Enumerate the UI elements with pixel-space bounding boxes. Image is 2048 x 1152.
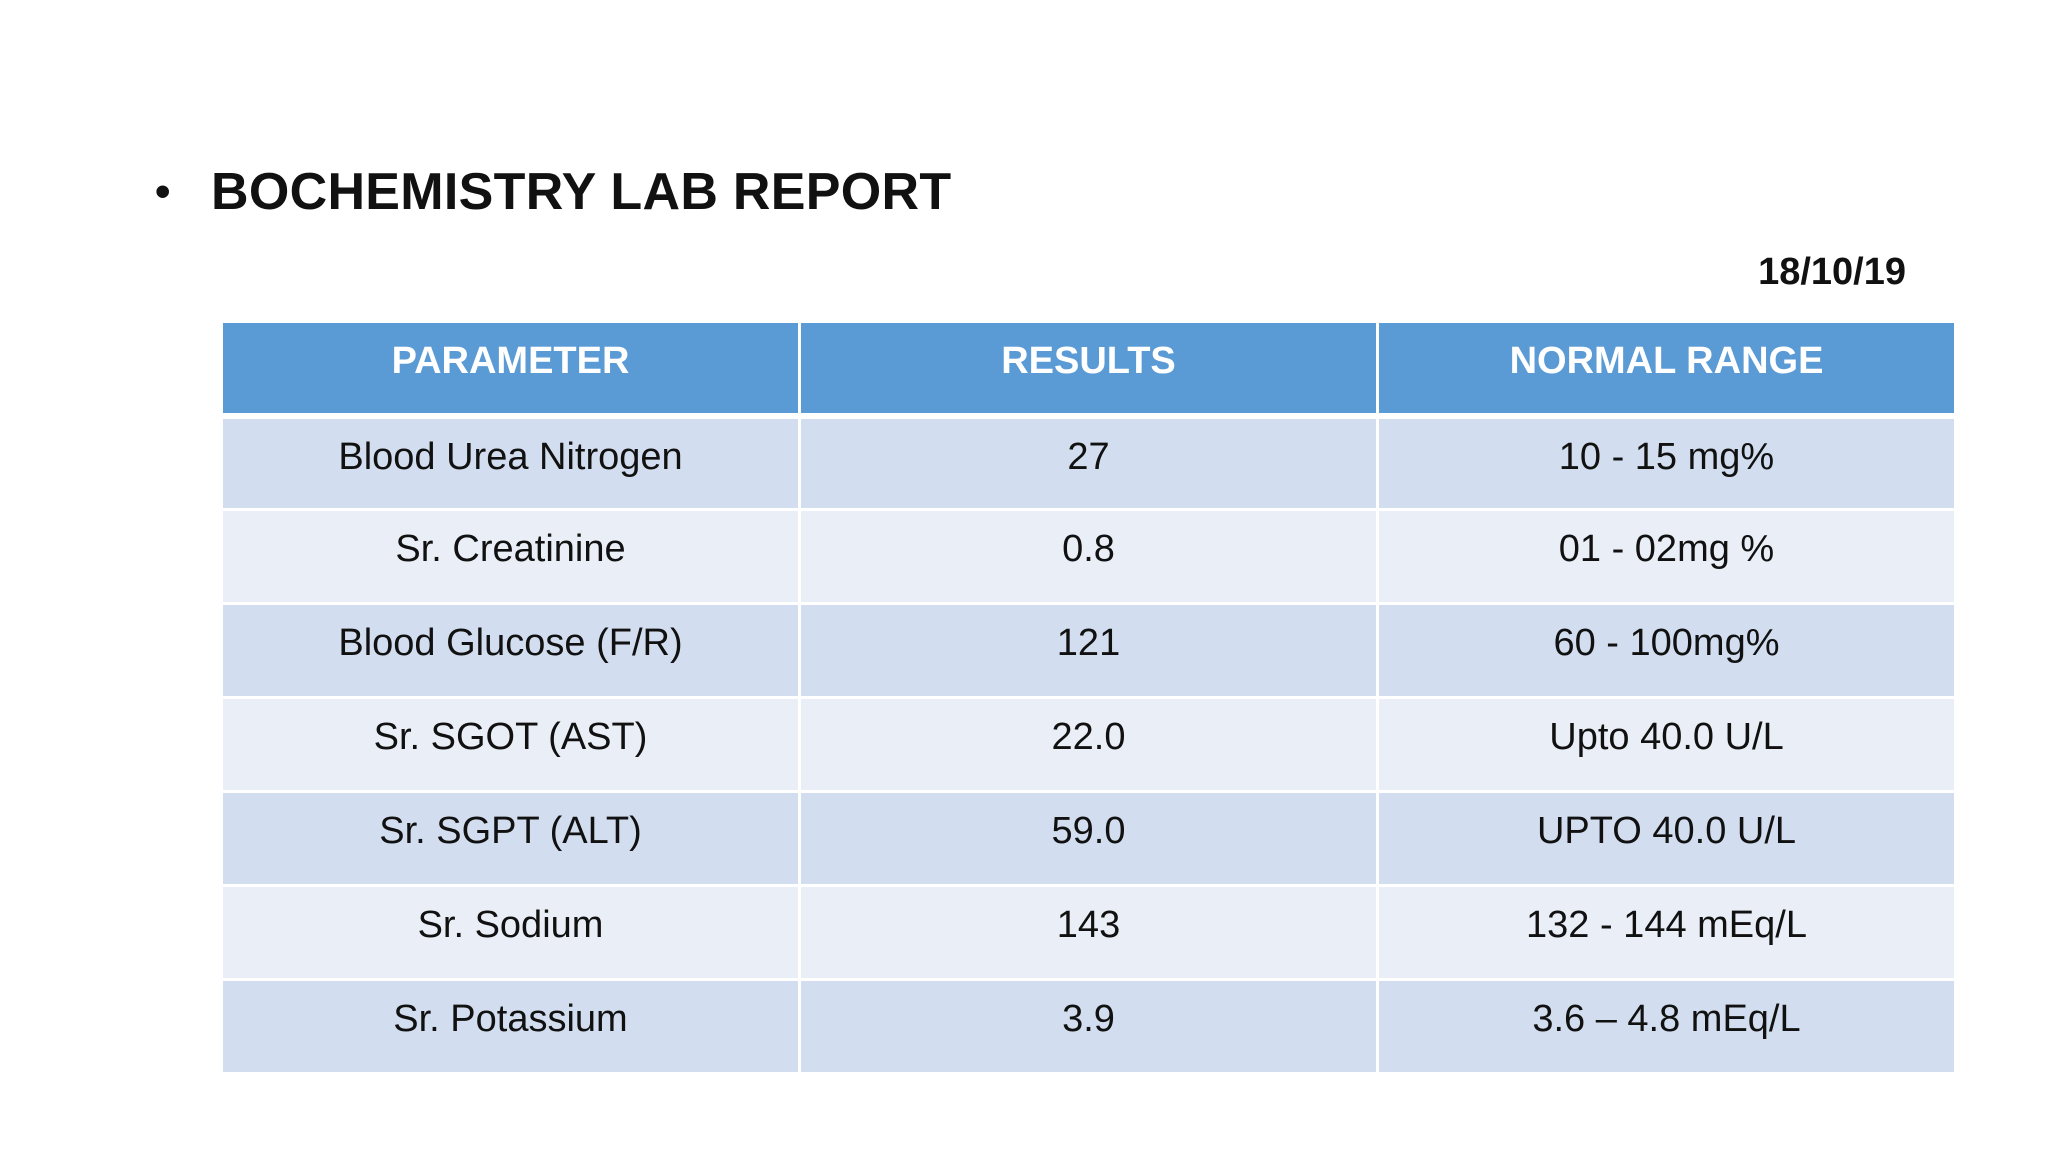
result-cell: 22.0 — [798, 696, 1379, 793]
result-cell: 0.8 — [798, 508, 1379, 605]
normal-range-cell: 60 - 100mg% — [1376, 602, 1957, 699]
parameter-cell: Sr. SGPT (ALT) — [220, 790, 801, 887]
title-row: • BOCHEMISTRY LAB REPORT — [155, 166, 951, 218]
result-cell: 3.9 — [798, 978, 1379, 1075]
normal-range-cell: 01 - 02mg % — [1376, 508, 1957, 605]
column-header-results: RESULTS — [798, 320, 1379, 419]
table-header: PARAMETER RESULTS NORMAL RANGE — [220, 320, 1957, 419]
parameter-cell: Sr. Creatinine — [220, 508, 801, 605]
parameter-cell: Blood Urea Nitrogen — [220, 414, 801, 511]
lab-results-table: PARAMETER RESULTS NORMAL RANGE Blood Ure… — [220, 320, 1957, 1075]
table-body: Blood Urea Nitrogen 27 10 - 15 mg% Sr. C… — [220, 414, 1957, 1075]
normal-range-cell: Upto 40.0 U/L — [1376, 696, 1957, 793]
table-row: Sr. SGOT (AST) 22.0 Upto 40.0 U/L — [220, 696, 1957, 793]
normal-range-cell: 132 - 144 mEq/L — [1376, 884, 1957, 981]
parameter-cell: Blood Glucose (F/R) — [220, 602, 801, 699]
parameter-cell: Sr. Sodium — [220, 884, 801, 981]
result-cell: 59.0 — [798, 790, 1379, 887]
table-row: Sr. Potassium 3.9 3.6 – 4.8 mEq/L — [220, 978, 1957, 1075]
result-cell: 27 — [798, 414, 1379, 511]
normal-range-cell: 10 - 15 mg% — [1376, 414, 1957, 511]
table-row: Sr. Sodium 143 132 - 144 mEq/L — [220, 884, 1957, 981]
table-row: Sr. SGPT (ALT) 59.0 UPTO 40.0 U/L — [220, 790, 1957, 887]
page-title: BOCHEMISTRY LAB REPORT — [211, 163, 952, 221]
normal-range-cell: UPTO 40.0 U/L — [1376, 790, 1957, 887]
header-row: PARAMETER RESULTS NORMAL RANGE — [220, 320, 1957, 419]
column-header-parameter: PARAMETER — [220, 320, 801, 419]
table-row: Blood Urea Nitrogen 27 10 - 15 mg% — [220, 414, 1957, 511]
table-row: Blood Glucose (F/R) 121 60 - 100mg% — [220, 602, 1957, 699]
bullet-point: • — [155, 167, 171, 216]
column-header-normal-range: NORMAL RANGE — [1376, 320, 1957, 419]
report-date: 18/10/19 — [1758, 251, 1906, 293]
table-row: Sr. Creatinine 0.8 01 - 02mg % — [220, 508, 1957, 605]
parameter-cell: Sr. Potassium — [220, 978, 801, 1075]
parameter-cell: Sr. SGOT (AST) — [220, 696, 801, 793]
result-cell: 121 — [798, 602, 1379, 699]
result-cell: 143 — [798, 884, 1379, 981]
normal-range-cell: 3.6 – 4.8 mEq/L — [1376, 978, 1957, 1075]
